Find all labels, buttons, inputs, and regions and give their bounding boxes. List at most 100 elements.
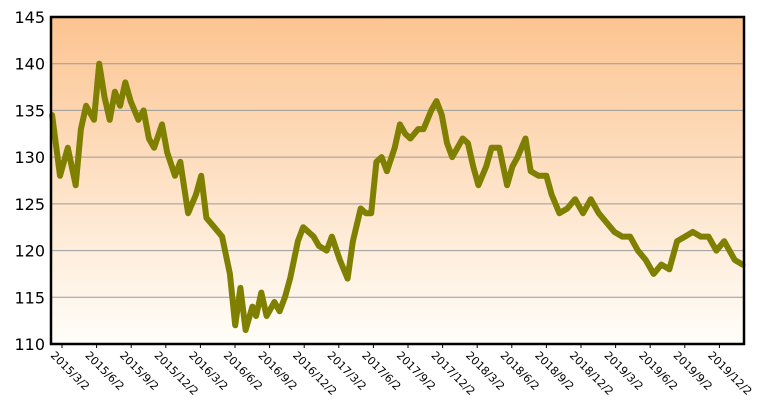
data-point	[282, 294, 288, 300]
data-point	[449, 154, 455, 160]
data-point	[151, 145, 157, 151]
data-point	[198, 173, 204, 179]
data-point	[496, 145, 502, 151]
data-point	[651, 271, 657, 277]
data-point	[580, 210, 586, 216]
data-point	[295, 238, 301, 244]
data-point	[415, 126, 421, 132]
data-point	[504, 182, 510, 188]
data-point	[287, 276, 293, 282]
data-point	[243, 327, 249, 333]
data-point	[535, 173, 542, 179]
data-point	[470, 163, 476, 170]
data-point	[350, 238, 356, 244]
data-point	[522, 135, 529, 142]
data-point	[465, 140, 471, 146]
y-tick-label: 145	[14, 8, 45, 27]
data-point	[666, 266, 672, 272]
y-tick-label: 140	[14, 55, 45, 74]
data-point	[611, 229, 618, 235]
data-point	[78, 126, 84, 132]
data-point	[460, 135, 466, 142]
data-point	[96, 61, 102, 67]
data-point	[392, 145, 398, 151]
plot-area	[51, 17, 744, 344]
data-point	[249, 304, 255, 310]
data-point	[141, 107, 147, 113]
data-point	[146, 135, 152, 142]
data-point	[83, 103, 89, 109]
data-point	[271, 299, 277, 305]
data-point	[159, 121, 165, 127]
data-point	[345, 276, 351, 282]
data-point	[305, 229, 311, 235]
data-point	[588, 196, 594, 202]
data-point	[384, 168, 390, 174]
data-point	[705, 234, 712, 240]
data-point	[324, 248, 330, 254]
data-point	[277, 308, 283, 314]
data-point	[316, 243, 322, 249]
data-point	[101, 93, 107, 99]
data-point	[311, 234, 317, 240]
data-point	[253, 313, 259, 319]
data-point	[402, 131, 408, 137]
data-point	[543, 173, 550, 179]
y-tick-label: 120	[14, 242, 45, 261]
data-point	[107, 117, 113, 123]
data-point	[65, 145, 71, 151]
data-point	[572, 196, 578, 202]
data-point	[203, 215, 209, 221]
data-point	[556, 210, 563, 216]
data-point	[713, 248, 720, 254]
data-point	[264, 313, 270, 319]
data-point	[57, 173, 63, 179]
data-point	[122, 79, 128, 85]
data-point	[227, 271, 233, 277]
data-point	[528, 168, 534, 174]
data-point	[258, 290, 264, 296]
data-point	[619, 234, 625, 240]
data-point	[219, 234, 225, 240]
data-point	[407, 135, 413, 142]
x-axis-ticks: 2015/3/22015/6/22015/9/22015/12/22016/3/…	[48, 344, 754, 398]
data-point	[483, 163, 489, 170]
data-point	[596, 210, 602, 216]
data-point	[690, 229, 696, 235]
data-point	[658, 262, 665, 268]
data-point	[509, 163, 515, 170]
y-axis-ticks: 110 115 120 125 130 135 140 145	[14, 8, 45, 354]
data-point	[488, 145, 495, 151]
data-point	[698, 234, 704, 240]
y-tick-label: 130	[14, 148, 45, 167]
data-point	[674, 238, 680, 244]
data-point	[732, 257, 738, 263]
data-point	[603, 219, 610, 226]
y-tick-label: 110	[14, 335, 45, 354]
data-point	[379, 154, 385, 160]
data-point	[721, 238, 727, 244]
data-point	[172, 173, 178, 179]
y-tick-label: 135	[14, 101, 45, 120]
data-point	[300, 224, 306, 230]
data-point	[329, 234, 335, 240]
data-point	[211, 224, 217, 230]
data-point	[337, 257, 343, 263]
data-point	[193, 191, 199, 198]
data-point	[358, 205, 364, 212]
data-point	[237, 285, 243, 291]
series-line-path	[49, 60, 746, 333]
data-point	[420, 126, 427, 132]
series-line	[49, 60, 746, 333]
y-tick-label: 115	[14, 288, 45, 307]
data-point	[428, 107, 434, 113]
data-point	[444, 140, 450, 146]
data-point	[682, 234, 688, 240]
data-point	[368, 210, 374, 216]
data-point	[643, 257, 649, 263]
data-point	[515, 154, 521, 160]
data-point	[232, 322, 238, 328]
data-point	[91, 117, 97, 123]
